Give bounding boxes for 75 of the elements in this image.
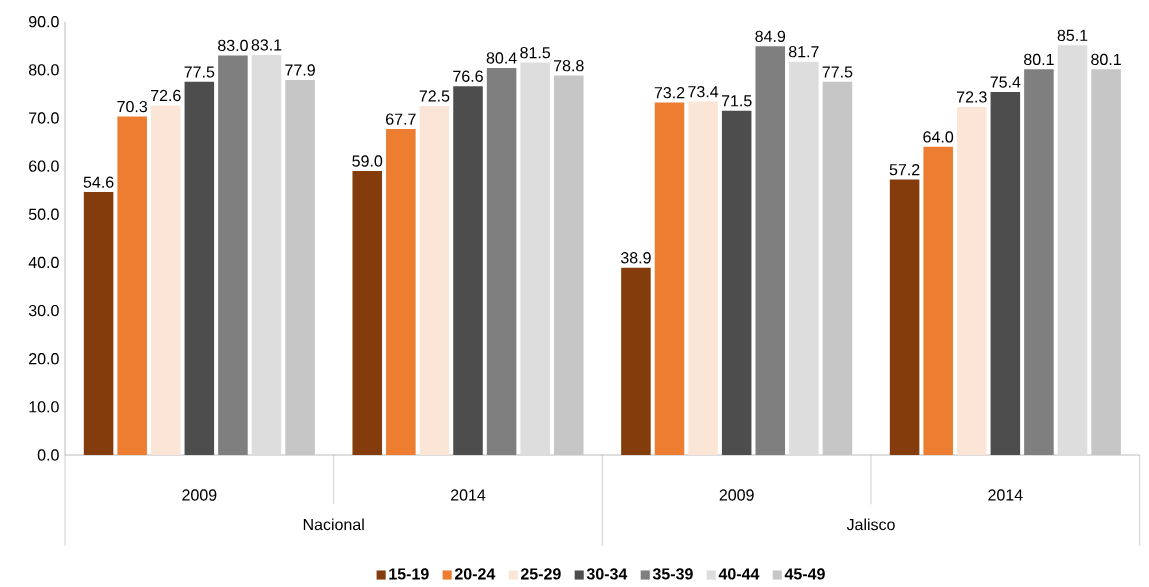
legend-label: 45-49: [784, 568, 825, 580]
data-label: 67.7: [386, 113, 416, 125]
data-label: 71.5: [721, 95, 752, 107]
legend-label: 15-19: [389, 568, 429, 580]
bar: [789, 61, 819, 455]
data-label: 54.6: [83, 176, 114, 188]
data-label: 84.9: [755, 30, 786, 42]
y-tick-label: 20.0: [29, 353, 59, 365]
data-label: 72.6: [151, 89, 181, 102]
bar: [520, 62, 550, 455]
data-label: 70.3: [117, 100, 148, 113]
bar: [1057, 45, 1088, 455]
bar: [889, 179, 920, 455]
bar: [956, 106, 987, 455]
bar: [688, 101, 718, 455]
data-label: 73.2: [654, 86, 685, 99]
data-label: 76.6: [453, 70, 483, 82]
y-tick-label: 90.0: [29, 16, 59, 28]
data-label: 80.1: [1024, 53, 1054, 66]
bar: [352, 170, 383, 455]
x-tick-label: 2014: [451, 489, 486, 501]
data-label: 78.8: [554, 60, 584, 72]
bar: [553, 75, 584, 455]
data-label: 72.5: [419, 90, 450, 102]
bar: [184, 81, 215, 455]
data-label: 81.5: [520, 47, 551, 59]
bar: [285, 79, 315, 455]
y-tick-label: 80.0: [28, 64, 59, 76]
data-label: 64.0: [923, 131, 954, 143]
y-tick-label: 60.0: [29, 160, 59, 172]
bar: [83, 192, 114, 455]
text: Jalisco: [846, 518, 895, 531]
y-tick-label: 70.0: [29, 112, 59, 124]
bar: [386, 129, 416, 455]
bar: [453, 86, 483, 455]
data-label: 77.5: [184, 66, 215, 78]
text: Nacional: [303, 518, 364, 531]
data-label: 83.0: [218, 39, 248, 52]
data-label: 80.4: [486, 52, 517, 64]
bar: [150, 105, 181, 455]
legend-label: 25-29: [520, 568, 561, 580]
bar: [923, 146, 953, 455]
bar: [721, 110, 752, 455]
data-label: 85.1: [1057, 29, 1088, 41]
legend-label: 40-44: [718, 568, 760, 580]
bar: [654, 102, 685, 455]
data-label: 73.4: [688, 86, 719, 98]
data-label: 57.2: [889, 164, 920, 176]
x-tick-label: 2014: [988, 489, 1023, 501]
data-label: 72.3: [957, 91, 987, 103]
bar: [419, 105, 450, 455]
data-label: 83.1: [251, 39, 282, 51]
y-tick-label: 30.0: [28, 304, 59, 317]
data-label: 38.9: [620, 252, 651, 264]
data-label: 77.5: [822, 66, 853, 78]
bar: [990, 91, 1021, 455]
legend-label: 20-24: [454, 568, 496, 580]
data-label: 81.7: [788, 46, 819, 58]
data-label: 59.0: [352, 155, 383, 167]
bar: [117, 116, 147, 455]
legend-label: 30-34: [586, 568, 628, 580]
x-tick-label: 2009: [719, 489, 754, 501]
bar: [251, 54, 282, 455]
y-tick-label: 40.0: [28, 256, 59, 269]
x-tick-label: 2009: [182, 489, 217, 501]
data-label: 77.9: [285, 64, 315, 76]
bar: [1091, 69, 1121, 455]
y-tick-label: 0.0: [37, 449, 59, 461]
legend-label: 35-39: [652, 568, 693, 580]
data-label: 75.4: [990, 76, 1021, 88]
y-tick-label: 50.0: [28, 208, 59, 220]
y-tick-label: 10.0: [29, 401, 59, 413]
bar: [621, 267, 651, 455]
data-label: 80.1: [1091, 53, 1121, 66]
bar: [822, 81, 853, 455]
